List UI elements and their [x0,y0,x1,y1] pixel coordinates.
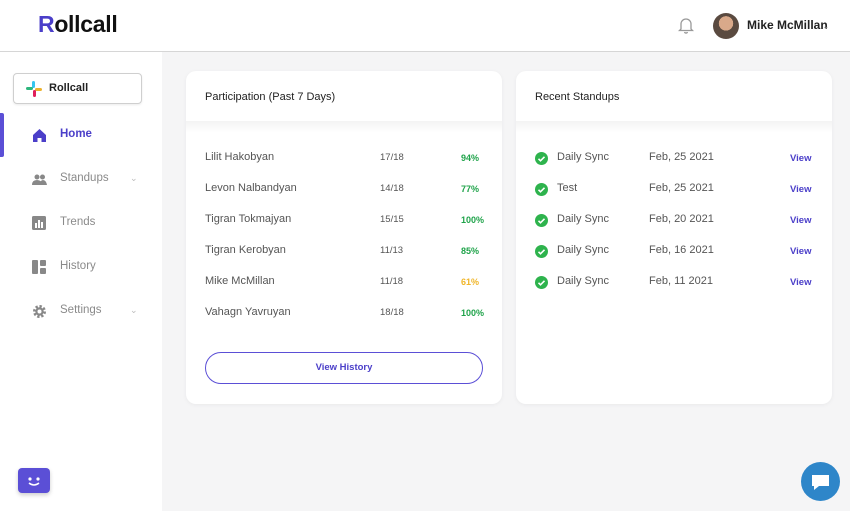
member-name: Levon Nalbandyan [205,182,297,194]
member-percent: 61% [461,277,480,287]
nav-item[interactable]: Standups ⌄ [0,157,162,201]
header: Rollcall Mike McMillan ⌄ [0,0,850,52]
member-percent: 94% [461,153,480,163]
status-icon [535,245,548,261]
standup-name: Test [557,182,578,194]
member-ratio: 18/18 [380,307,404,318]
member-ratio: 11/18 [380,276,404,287]
nav-icon [32,260,46,274]
logo[interactable]: Rollcall [38,11,118,37]
member-name: Lilit Hakobyan [205,151,275,163]
nav-label: History [60,260,96,272]
view-link[interactable]: View [790,246,812,257]
workspace-name: Rollcall [49,82,89,94]
card-divider [516,121,832,133]
standup-date: Feb, 25 2021 [649,182,714,194]
nav-label: Settings [60,304,102,316]
chat-button[interactable] [801,462,840,501]
nav-label: Home [60,128,92,140]
view-link[interactable]: View [790,153,812,164]
member-name: Tigran Kerobyan [205,244,286,256]
member-name: Vahagn Yavruyan [205,306,291,318]
view-link[interactable]: View [790,215,812,226]
member-percent: 100% [461,215,485,225]
active-indicator [0,113,4,157]
standup-date: Feb, 25 2021 [649,151,714,163]
standup-date: Feb, 20 2021 [649,213,714,225]
status-icon [535,183,548,199]
standups-card: Recent Standups Daily Sync Feb, 25 2021 Vi… [516,71,832,404]
member-ratio: 11/13 [380,245,404,256]
view-history-button[interactable]: View History [205,352,483,384]
nav-item[interactable]: Trends [0,201,162,245]
standup-date: Feb, 16 2021 [649,244,714,256]
nav-item[interactable]: Settings ⌄ [0,289,162,333]
nav-item[interactable]: Home [0,113,162,157]
bot-icon [28,477,40,486]
member-name: Tigran Tokmajyan [205,213,292,225]
member-percent: 77% [461,184,480,194]
workspace-switcher[interactable]: Rollcall [13,73,142,104]
card-title: Participation (Past 7 Days) [205,91,336,103]
participation-card: Participation (Past 7 Days) View History… [186,71,502,404]
view-link[interactable]: View [790,184,812,195]
status-icon [535,152,548,168]
avatar[interactable] [713,13,739,39]
status-icon [535,214,548,230]
standup-name: Daily Sync [557,151,609,163]
status-icon [535,276,548,292]
nav-item[interactable]: History [0,245,162,289]
nav-label: Standups [60,172,109,184]
user-menu-caret[interactable]: ⌄ [822,21,830,31]
user-name[interactable]: Mike McMillan [747,18,828,32]
nav-label: Trends [60,216,96,228]
card-title: Recent Standups [535,91,620,103]
card-divider [186,121,502,133]
nav-icon [32,174,47,185]
workspace-icon [26,81,42,97]
member-percent: 85% [461,246,480,256]
member-ratio: 17/18 [380,152,404,163]
nav-icon [33,129,46,142]
nav-icon [32,216,46,230]
standup-date: Feb, 11 2021 [649,275,714,287]
standup-name: Daily Sync [557,244,609,256]
member-ratio: 14/18 [380,183,404,194]
nav-icon [33,305,46,318]
submenu-caret: ⌄ [130,173,138,183]
sidebar: Rollcall Home Standups ⌄ Trends History Setti… [0,52,162,511]
standup-name: Daily Sync [557,213,609,225]
chat-icon [812,475,829,490]
standup-name: Daily Sync [557,275,609,287]
submenu-caret: ⌄ [130,305,138,315]
notifications-icon[interactable] [678,16,694,34]
view-link[interactable]: View [790,277,812,288]
member-ratio: 15/15 [380,214,404,225]
bot-button[interactable] [18,468,50,493]
member-name: Mike McMillan [205,275,275,287]
member-percent: 100% [461,308,485,318]
